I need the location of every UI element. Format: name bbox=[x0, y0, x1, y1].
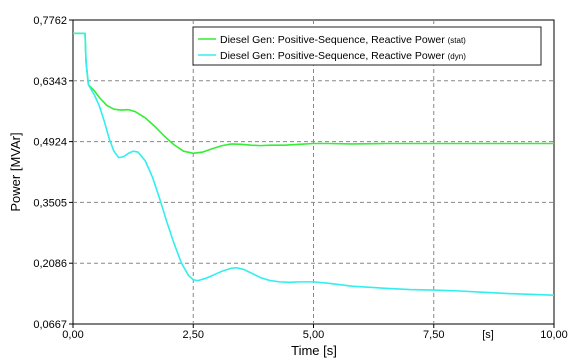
legend: Diesel Gen: Positive-Sequence, Reactive … bbox=[192, 26, 542, 66]
x-tick-label: 2,50 bbox=[183, 329, 204, 341]
grid bbox=[73, 20, 554, 324]
legend-label-stat: Diesel Gen: Positive-Sequence, Reactive … bbox=[220, 34, 466, 46]
x-tick-label: 7,50 bbox=[423, 329, 444, 341]
ticks: 0,00 2,50 5,00 7,50 10,00 0,0667 0,2086 0,3505 0… bbox=[33, 15, 567, 341]
y-axis-title: Power [MVAr] bbox=[8, 132, 23, 211]
legend-box bbox=[192, 26, 542, 66]
y-tick-label: 0,7762 bbox=[33, 15, 67, 27]
series-line-stat bbox=[73, 32, 554, 155]
y-tick-label: 0,2086 bbox=[33, 258, 67, 270]
x-axis-title: Time [s] bbox=[291, 343, 337, 358]
x-tick-label: 5,00 bbox=[303, 329, 324, 341]
series-layer bbox=[73, 32, 554, 296]
y-tick-label: 0,4924 bbox=[33, 137, 67, 149]
x-tick-label: 10,00 bbox=[540, 329, 568, 341]
y-tick-label: 0,0667 bbox=[33, 319, 67, 331]
y-tick-label: 0,6343 bbox=[33, 76, 67, 88]
x-tick-label: 0,00 bbox=[62, 329, 83, 341]
series-line-dyn bbox=[73, 32, 554, 296]
y-tick-label: 0,3505 bbox=[33, 197, 67, 209]
x-unit-label: [s] bbox=[482, 329, 494, 341]
legend-label-dyn: Diesel Gen: Positive-Sequence, Reactive … bbox=[220, 50, 466, 62]
